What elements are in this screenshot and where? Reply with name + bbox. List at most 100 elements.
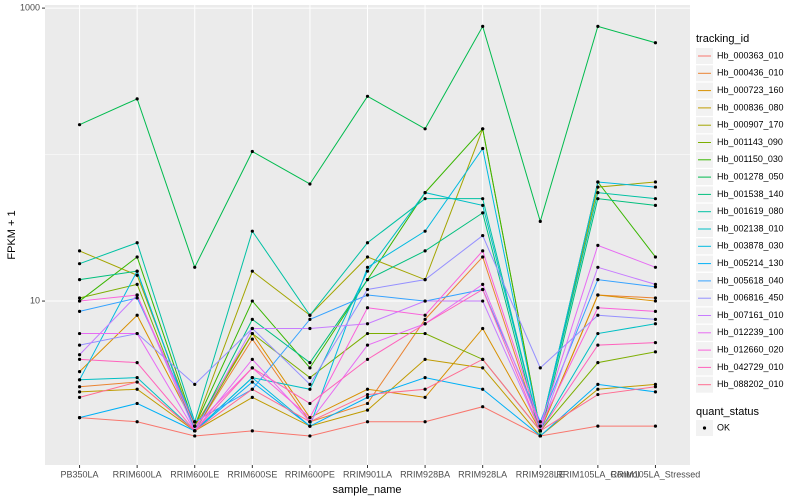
data-point: [365, 278, 370, 282]
data-point: [365, 287, 370, 292]
data-point: [538, 219, 542, 223]
data-point: [77, 416, 82, 420]
data-point: [596, 293, 600, 297]
data-point: [653, 309, 658, 314]
data-point: [481, 357, 485, 361]
legend-label: Hb_001143_090: [717, 137, 783, 147]
data-point: [596, 331, 600, 336]
x-axis-title: sample_name: [332, 484, 401, 496]
x-tick-label: RRIM105LA_Control: [556, 469, 639, 479]
data-point: [135, 255, 139, 259]
data-point: [481, 255, 485, 259]
legend-label: Hb_001150_030: [717, 154, 783, 164]
data-point: [135, 241, 139, 245]
data-point: [365, 420, 370, 424]
data-point: [365, 322, 370, 326]
data-point: [135, 296, 139, 300]
data-point: [653, 180, 658, 184]
data-point: [77, 331, 82, 336]
data-point: [308, 382, 312, 386]
legend-label: Hb_001278_050: [717, 171, 784, 181]
data-point: [481, 197, 485, 201]
data-point: [365, 293, 370, 297]
data-point: [596, 24, 600, 29]
shape-legend-title: quant_status: [696, 406, 759, 418]
y-axis-title: FPKM + 1: [6, 210, 18, 259]
legend-label: Hb_042729_010: [717, 362, 784, 372]
data-point: [653, 203, 658, 207]
data-point: [308, 420, 312, 424]
data-point: [77, 249, 82, 253]
data-point: [423, 376, 427, 380]
data-point: [653, 317, 658, 321]
data-point: [135, 401, 139, 406]
data-point: [423, 420, 427, 424]
data-point: [423, 387, 427, 391]
data-point: [193, 434, 197, 438]
data-point: [365, 357, 370, 361]
data-point: [481, 211, 485, 215]
data-point: [77, 369, 82, 374]
data-point: [250, 357, 254, 361]
data-point: [596, 343, 600, 347]
data-point: [653, 41, 658, 45]
data-point: [365, 265, 370, 269]
data-point: [653, 382, 658, 386]
data-point: [596, 313, 600, 317]
data-point: [365, 306, 370, 310]
data-point: [423, 191, 427, 195]
data-point: [423, 249, 427, 253]
data-point: [538, 424, 542, 428]
data-point: [135, 331, 139, 336]
data-point: [653, 341, 658, 345]
data-point: [423, 229, 427, 233]
data-point: [135, 380, 139, 384]
data-point: [596, 278, 600, 282]
data-point: [193, 424, 197, 428]
data-point: [596, 361, 600, 365]
data-point: [77, 262, 82, 266]
legend-label: OK: [717, 422, 730, 432]
x-tick-label: RRIM928LE: [516, 469, 565, 479]
x-tick-label: RRIM928BA: [400, 469, 450, 479]
data-point: [135, 293, 139, 297]
data-point: [596, 243, 600, 247]
data-point: [135, 376, 139, 380]
data-point: [250, 376, 254, 380]
data-point: [423, 331, 427, 336]
legend-label: Hb_005618_040: [717, 275, 784, 285]
data-point: [77, 299, 82, 303]
data-point: [365, 241, 370, 245]
data-point: [365, 331, 370, 336]
data-point: [596, 387, 600, 391]
data-point: [423, 317, 427, 321]
data-point: [538, 420, 542, 424]
data-point: [653, 185, 658, 189]
data-point: [308, 313, 312, 317]
data-point: [365, 401, 370, 406]
data-point: [538, 429, 542, 433]
data-point: [308, 434, 312, 438]
data-point: [193, 265, 197, 269]
data-point: [481, 282, 485, 286]
data-point: [365, 392, 370, 397]
data-point: [77, 357, 82, 361]
data-point: [596, 185, 600, 189]
data-point: [250, 366, 254, 370]
data-point: [77, 390, 82, 394]
data-point: [653, 265, 658, 269]
data-point: [250, 299, 254, 303]
data-point: [365, 94, 370, 98]
legend-label: Hb_005214_130: [717, 258, 784, 268]
legend-label: Hb_006816_450: [717, 293, 784, 303]
data-point: [308, 424, 312, 428]
x-tick-label: PB350LA: [61, 469, 99, 479]
legend-label: Hb_001538_140: [717, 189, 784, 199]
data-point: [135, 387, 139, 391]
data-point: [481, 24, 485, 29]
data-point: [423, 197, 427, 201]
data-point: [77, 353, 82, 357]
data-point: [193, 382, 197, 386]
data-point: [308, 376, 312, 380]
